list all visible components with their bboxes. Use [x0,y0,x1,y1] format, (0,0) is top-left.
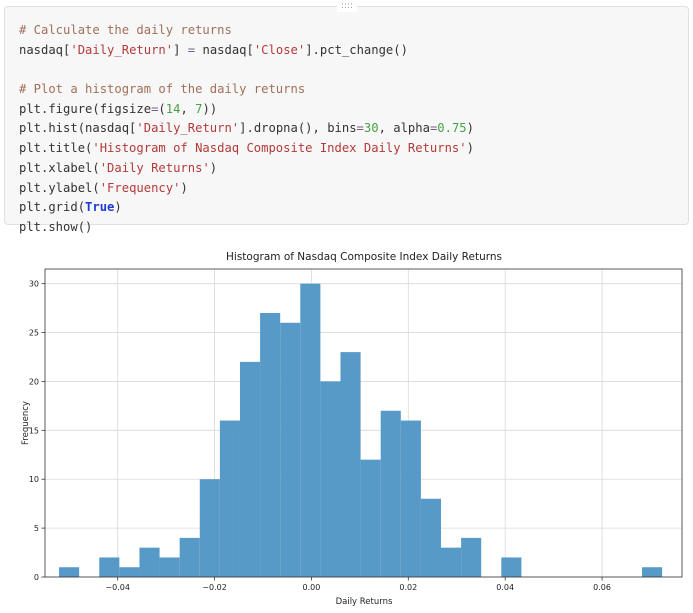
histogram-bar [139,547,160,577]
code-token: )) [202,101,218,116]
code-line: plt.show() [19,218,474,238]
x-tick-label: −0.04 [105,583,130,592]
histogram-bar [260,313,281,577]
code-token: plt.xlabel( [19,160,100,175]
code-token: = [151,101,159,116]
y-tick-label: 15 [29,426,39,435]
x-tick-label: 0.00 [303,583,321,592]
histogram-bar [99,557,120,577]
histogram-bar [380,410,401,577]
code-token: ].dropna(), bins [239,121,357,136]
x-axis-label: Daily Returns [336,597,393,607]
cell-output: −0.04 −0.02 0.00 0.02 0.04 0.06 0 5 10 15 20 25 30 H… [0,238,693,609]
code-token: ] [173,42,188,57]
code-token: 30 [363,121,379,136]
code-token: 0.75 [437,121,467,136]
code-line: plt.grid(True) [19,198,474,218]
x-tick-label: 0.04 [496,583,514,592]
code-token: ) [180,180,188,195]
code-token: nasdaq[ [195,42,254,57]
code-token: ].pct_change() [305,42,408,57]
histogram-bar [59,567,80,577]
code-token: 'Frequency' [99,180,181,195]
histogram-bar [420,498,442,577]
code-token: True [85,200,115,215]
code-token: = [187,42,196,57]
code-token: plt.ylabel( [19,180,100,195]
code-token: ) [209,160,218,175]
histogram-bar [119,567,140,577]
code-token: 14 [165,101,181,116]
code-token: ) [114,200,122,215]
y-tick-label: 25 [29,329,39,338]
y-tick-label: 5 [34,524,39,533]
code-line: plt.title('Histogram of Nasdaq Composite… [19,139,474,159]
x-tick-label: 0.06 [593,583,611,592]
code-token: , alpha [378,121,430,136]
code-token: 7 [195,101,203,116]
y-axis-label: Frequency [21,401,31,445]
x-tick-label: −0.02 [202,583,227,592]
code-token: 'Daily_Return' [70,42,174,57]
code-line: plt.ylabel('Frequency') [19,179,474,199]
code-token: ) [466,141,474,156]
y-tick-label: 10 [29,475,39,484]
y-tick-label: 20 [29,377,39,386]
y-tick-label: 30 [29,280,39,289]
code-line: # Plot a histogram of the daily returns [19,80,474,100]
code-line: plt.figure(figsize=(14, 7)) [19,100,474,120]
code-token: ( [158,101,166,116]
code-token: 'Daily Returns' [99,160,210,175]
code-token: plt.figure(figsize [19,101,152,116]
histogram-bar [280,322,301,577]
plot-frame [44,268,683,578]
histogram-bar [159,557,180,577]
histogram-bar [501,557,522,577]
code-token: plt.hist(nasdaq[ [19,121,137,136]
histogram-bar [179,537,200,577]
histogram-bar [219,420,240,577]
code-token: # Calculate the daily returns [19,23,232,37]
code-line: plt.xlabel('Daily Returns') [19,159,474,179]
histogram-bar [239,361,261,577]
histogram-bar [400,420,421,577]
code-token: = [356,121,364,136]
chart-title: Histogram of Nasdaq Composite Index Dail… [226,251,502,263]
cell-drag-handle[interactable]: :::: [337,0,357,12]
code-token: 'Close' [253,42,306,57]
histogram-bar [199,479,220,577]
code-line: plt.hist(nasdaq['Daily_Return'].dropna()… [19,119,474,139]
code-token: # Plot a histogram of the daily returns [19,82,306,97]
histogram-bar [441,547,462,577]
code-token: = [429,121,438,136]
histogram-bar [300,283,321,577]
histogram-bar [320,381,341,577]
code-token: plt.title( [19,141,93,156]
histogram-chart: −0.04 −0.02 0.00 0.02 0.04 0.06 0 5 10 15 20 25 30 H… [21,251,683,607]
code-token: 'Daily_Return' [136,121,240,136]
code-token: ) [466,121,474,136]
y-tick-label: 0 [34,573,39,582]
code-editor[interactable]: # Calculate the daily returns nasdaq['Dai… [19,21,474,238]
x-tick-label: 0.02 [399,583,417,592]
histogram-bar [360,459,381,577]
histogram-bar [340,352,361,577]
code-token: 'Histogram of Nasdaq Composite Index Dai… [92,141,467,156]
histogram-bar [461,537,482,577]
code-line: nasdaq['Daily_Return'] = nasdaq['Close']… [19,41,474,61]
code-line: # Calculate the daily returns [19,21,474,41]
code-token: plt.show() [19,219,93,234]
code-token: nasdaq[ [19,42,71,57]
code-token: plt.grid( [19,200,86,215]
code-token: , [180,101,196,116]
code-line [19,60,474,80]
histogram-bar [642,567,663,577]
